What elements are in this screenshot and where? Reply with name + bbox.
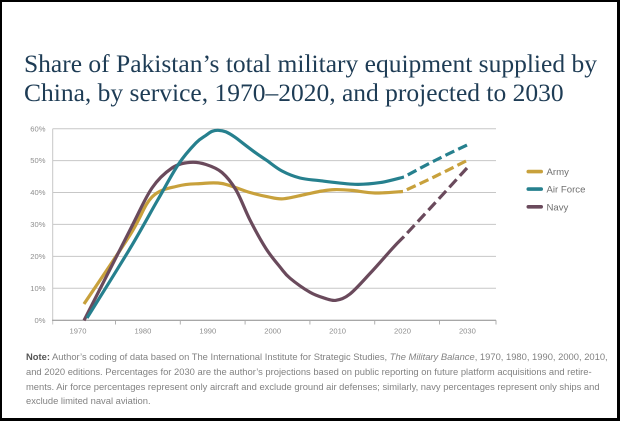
svg-text:10%: 10% (30, 284, 45, 293)
svg-text:1980: 1980 (134, 327, 151, 336)
svg-text:Navy: Navy (547, 202, 569, 213)
svg-text:2030: 2030 (459, 327, 476, 336)
svg-text:0%: 0% (35, 316, 46, 325)
svg-text:60%: 60% (30, 124, 45, 133)
svg-text:1990: 1990 (199, 327, 216, 336)
svg-text:40%: 40% (30, 188, 45, 197)
svg-text:20%: 20% (30, 252, 45, 261)
svg-text:1970: 1970 (70, 327, 87, 336)
svg-text:2010: 2010 (329, 327, 346, 336)
svg-text:2000: 2000 (264, 327, 281, 336)
svg-text:Air Force: Air Force (547, 185, 586, 196)
svg-text:Army: Army (547, 167, 570, 178)
svg-text:30%: 30% (30, 220, 45, 229)
svg-text:2020: 2020 (394, 327, 411, 336)
svg-text:50%: 50% (30, 156, 45, 165)
